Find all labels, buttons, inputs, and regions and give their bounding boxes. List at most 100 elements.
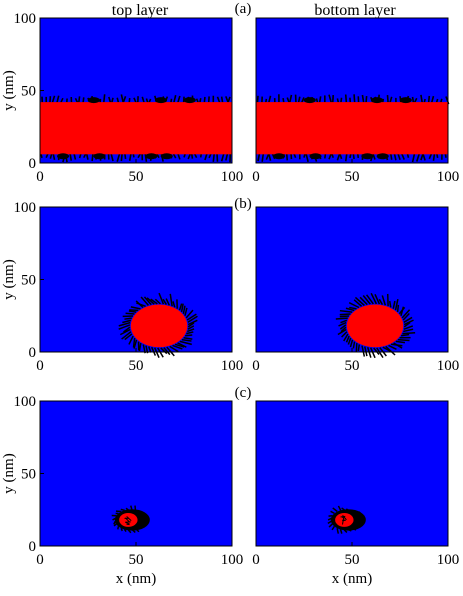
spin-arrow <box>401 309 411 319</box>
spin-arrow <box>395 340 406 344</box>
spin-arrow <box>113 520 116 525</box>
spin-arrow <box>118 321 131 327</box>
spin-arrow <box>402 313 410 321</box>
spin-arrow <box>146 297 155 305</box>
edge-bump <box>183 97 196 104</box>
spin-arrow <box>178 303 183 311</box>
spin-arrow <box>345 307 355 312</box>
spin-arrow <box>354 296 365 306</box>
spin-arrow <box>374 293 381 305</box>
y-tick-label: 0 <box>29 345 37 361</box>
spin-arrow <box>357 344 361 352</box>
edge-bump <box>87 97 100 104</box>
spin-arrow <box>112 517 116 521</box>
spin-arrow <box>396 304 400 312</box>
spin-arrow <box>392 300 396 309</box>
y-axis-label: y (nm) <box>1 70 17 110</box>
spin-arrow <box>342 516 345 525</box>
spin-arrow <box>339 324 347 330</box>
spin-arrow <box>348 301 360 309</box>
spin-arrow <box>336 528 340 534</box>
magnetized-disk <box>346 304 404 348</box>
spin-arrow <box>153 347 160 358</box>
spin-arrow <box>157 347 164 358</box>
x-tick-label: 50 <box>345 552 360 568</box>
spin-arrow <box>349 339 354 348</box>
spin-arrow <box>169 293 173 307</box>
edge-bump <box>309 153 322 160</box>
spin-arrow <box>125 521 130 525</box>
spin-arrow <box>331 525 335 531</box>
spin-arrow <box>185 334 193 337</box>
spin-arrow <box>391 343 403 347</box>
col-title-top: top layer <box>112 2 169 19</box>
x-tick-label: 0 <box>252 358 260 374</box>
spin-arrow <box>332 507 338 513</box>
spin-arrow <box>345 335 350 343</box>
spin-arrow <box>151 346 157 356</box>
spin-arrow <box>183 337 193 340</box>
spin-arrow <box>388 301 392 308</box>
spin-arrow <box>113 523 117 527</box>
spin-arrow <box>162 298 168 305</box>
spin-arrow <box>340 515 346 518</box>
spin-arrow <box>174 343 185 348</box>
spin-arrow <box>186 331 194 335</box>
spin-arrow <box>400 306 405 316</box>
y-tick-label: 100 <box>14 200 37 216</box>
spin-arrow <box>172 301 176 308</box>
spin-arrow <box>148 346 152 353</box>
spin-arrow <box>187 328 195 333</box>
spin-arrow <box>118 324 131 330</box>
edge-bump <box>93 153 106 160</box>
spin-arrow <box>128 335 134 345</box>
spin-arrow <box>373 347 380 355</box>
spin-arrow <box>366 294 374 305</box>
spin-arrow <box>179 340 192 346</box>
spin-arrow <box>364 346 368 357</box>
spin-arrow <box>378 298 384 305</box>
spin-arrow <box>133 339 138 349</box>
spin-arrow <box>327 517 332 521</box>
spin-arrow <box>343 333 349 342</box>
spin-arrow <box>403 321 411 328</box>
panel-c-bottom: 0 50 100 x (nm) <box>252 400 459 587</box>
spin-arrow <box>138 342 142 352</box>
spin-arrow <box>388 344 397 350</box>
edge-bump <box>361 153 374 160</box>
spin-arrow <box>403 319 414 326</box>
x-tick-label: 50 <box>129 358 144 374</box>
y-tick-label: 50 <box>21 273 36 289</box>
spin-arrow <box>342 515 347 521</box>
magnetized-band <box>40 102 232 155</box>
spin-arrow <box>120 527 123 532</box>
magnetized-band <box>256 102 448 155</box>
col-title-bottom: bottom layer <box>314 2 396 19</box>
spin-arrow <box>403 316 413 323</box>
spin-arrow <box>182 305 186 314</box>
y-axis-label: y (nm) <box>1 259 17 299</box>
x-tick-label: 100 <box>437 169 460 185</box>
spin-arrow <box>352 341 356 349</box>
spin-arrow <box>355 343 358 352</box>
spin-arrow <box>327 520 332 525</box>
x-tick-label: 100 <box>221 358 244 374</box>
edge-bump <box>154 97 167 104</box>
x-tick-label: 0 <box>36 358 44 374</box>
panel-b-top: 0 50 100 0 50 100 y (nm) <box>1 200 243 374</box>
edge-bump <box>145 153 158 160</box>
spin-arrow <box>181 338 192 342</box>
spin-arrow <box>177 342 187 348</box>
x-tick-label: 50 <box>345 358 360 374</box>
x-tick-label: 50 <box>345 169 360 185</box>
x-tick-label: 100 <box>221 169 244 185</box>
y-tick-label: 100 <box>14 11 37 27</box>
y-tick-label: 50 <box>21 84 36 100</box>
spin-arrow <box>136 302 146 308</box>
spin-arrow <box>123 528 127 533</box>
spin-arrow <box>121 331 132 340</box>
spin-arrow <box>129 309 139 312</box>
spin-arrow <box>187 315 198 323</box>
spin-arrow <box>337 505 342 511</box>
